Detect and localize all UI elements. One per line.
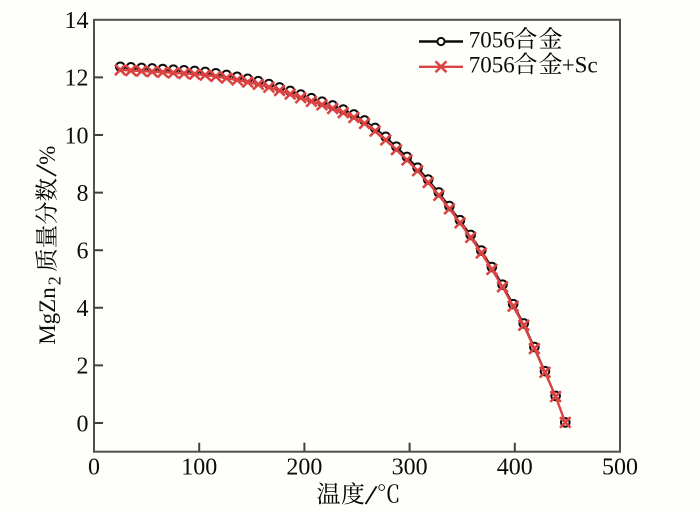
svg-text:%: % [35,146,60,165]
svg-text:7056: 7056 [469,27,515,52]
svg-text:14: 14 [65,8,89,34]
svg-text:0: 0 [77,411,89,437]
svg-text:10: 10 [65,123,89,149]
svg-text:300: 300 [392,455,428,481]
svg-text:6: 6 [77,239,89,265]
svg-text:500: 500 [602,455,638,481]
svg-text:200: 200 [286,455,322,481]
svg-text:2: 2 [44,276,64,285]
svg-text:+Sc: +Sc [562,53,598,78]
svg-text:2: 2 [77,354,89,380]
svg-text:7056: 7056 [469,53,515,78]
svg-text:12: 12 [65,66,89,92]
svg-text:4: 4 [77,296,89,322]
svg-text:MgZn: MgZn [35,287,60,345]
svg-text:400: 400 [497,455,533,481]
svg-text:0: 0 [88,455,100,481]
svg-text:8: 8 [77,181,89,207]
svg-text:100: 100 [181,455,217,481]
